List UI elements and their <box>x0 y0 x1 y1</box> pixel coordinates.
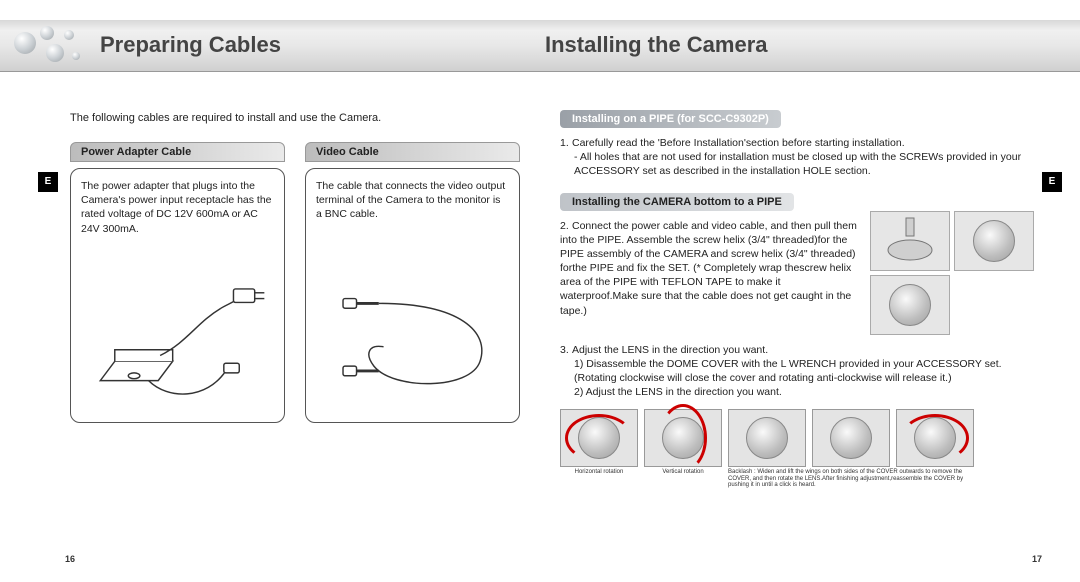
power-adapter-body: The power adapter that plugs into the Ca… <box>70 168 285 423</box>
step-1-bullet: - All holes that are not used for instal… <box>574 150 1040 178</box>
caption-horizontal: Horizontal rotation <box>560 469 638 489</box>
step-3-number: 3. <box>560 343 572 357</box>
video-cable-illustration <box>316 272 509 412</box>
page-number-left: 16 <box>65 554 75 564</box>
cam-backlash-2 <box>812 409 890 467</box>
video-cable-title: Video Cable <box>305 142 520 162</box>
heading-installing-camera: Installing the Camera <box>545 32 768 58</box>
step-2: 2.Connect the power cable and video cabl… <box>560 219 860 318</box>
video-cable-body: The cable that connects the video output… <box>305 168 520 423</box>
cam-backlash-1 <box>728 409 806 467</box>
photo-dome-open-2 <box>870 275 950 335</box>
margin-marker-left: E <box>38 172 58 192</box>
camera-captions: Horizontal rotation Vertical rotation Ba… <box>560 469 1040 489</box>
step-1: 1.Carefully read the 'Before Installatio… <box>560 136 1040 179</box>
water-drops-graphic <box>6 22 96 70</box>
power-adapter-illustration <box>81 272 274 412</box>
right-page: Installing on a PIPE (for SCC-C9302P) 1.… <box>560 90 1040 489</box>
intro-text: The following cables are required to ins… <box>70 112 540 124</box>
margin-marker-right: E <box>1042 172 1062 192</box>
heading-preparing-cables: Preparing Cables <box>100 32 281 58</box>
video-cable-text: The cable that connects the video output… <box>316 179 509 259</box>
left-page: The following cables are required to ins… <box>70 90 540 423</box>
power-adapter-column: Power Adapter Cable The power adapter th… <box>70 142 285 423</box>
step-3-sub1: 1) Disassemble the DOME COVER with the L… <box>574 357 1040 371</box>
caption-vertical: Vertical rotation <box>644 469 722 489</box>
photo-pipe-mount <box>870 211 950 271</box>
power-adapter-title: Power Adapter Cable <box>70 142 285 162</box>
step-1-number: 1. <box>560 136 572 150</box>
camera-photo-row <box>560 409 1040 467</box>
step-1-text: Carefully read the 'Before Installation'… <box>572 137 905 149</box>
step-3-text: Adjust the LENS in the direction you wan… <box>572 344 768 356</box>
caption-backlash: Backlash : Widen and lift the wings on b… <box>728 469 974 489</box>
step-3-sub1b: (Rotating clockwise will close the cover… <box>574 371 1040 385</box>
cam-vertical-rotation <box>644 409 722 467</box>
photo-dome-open-1 <box>954 211 1034 271</box>
page-number-right: 17 <box>1032 554 1042 564</box>
step-2-photos <box>870 211 1040 335</box>
video-cable-column: Video Cable The cable that connects the … <box>305 142 520 423</box>
power-adapter-text: The power adapter that plugs into the Ca… <box>81 179 274 259</box>
sub-section-bar: Installing the CAMERA bottom to a PIPE <box>560 193 794 211</box>
cam-backlash-3 <box>896 409 974 467</box>
cable-boxes-row: Power Adapter Cable The power adapter th… <box>70 142 540 423</box>
cam-horizontal-rotation <box>560 409 638 467</box>
step-3-sub2: 2) Adjust the LENS in the direction you … <box>574 385 1040 399</box>
step-2-number: 2. <box>560 219 572 233</box>
section-bar-pipe: Installing on a PIPE (for SCC-C9302P) <box>560 110 781 128</box>
step-2-text: Connect the power cable and video cable,… <box>560 220 857 317</box>
step-3: 3.Adjust the LENS in the direction you w… <box>560 343 1040 400</box>
